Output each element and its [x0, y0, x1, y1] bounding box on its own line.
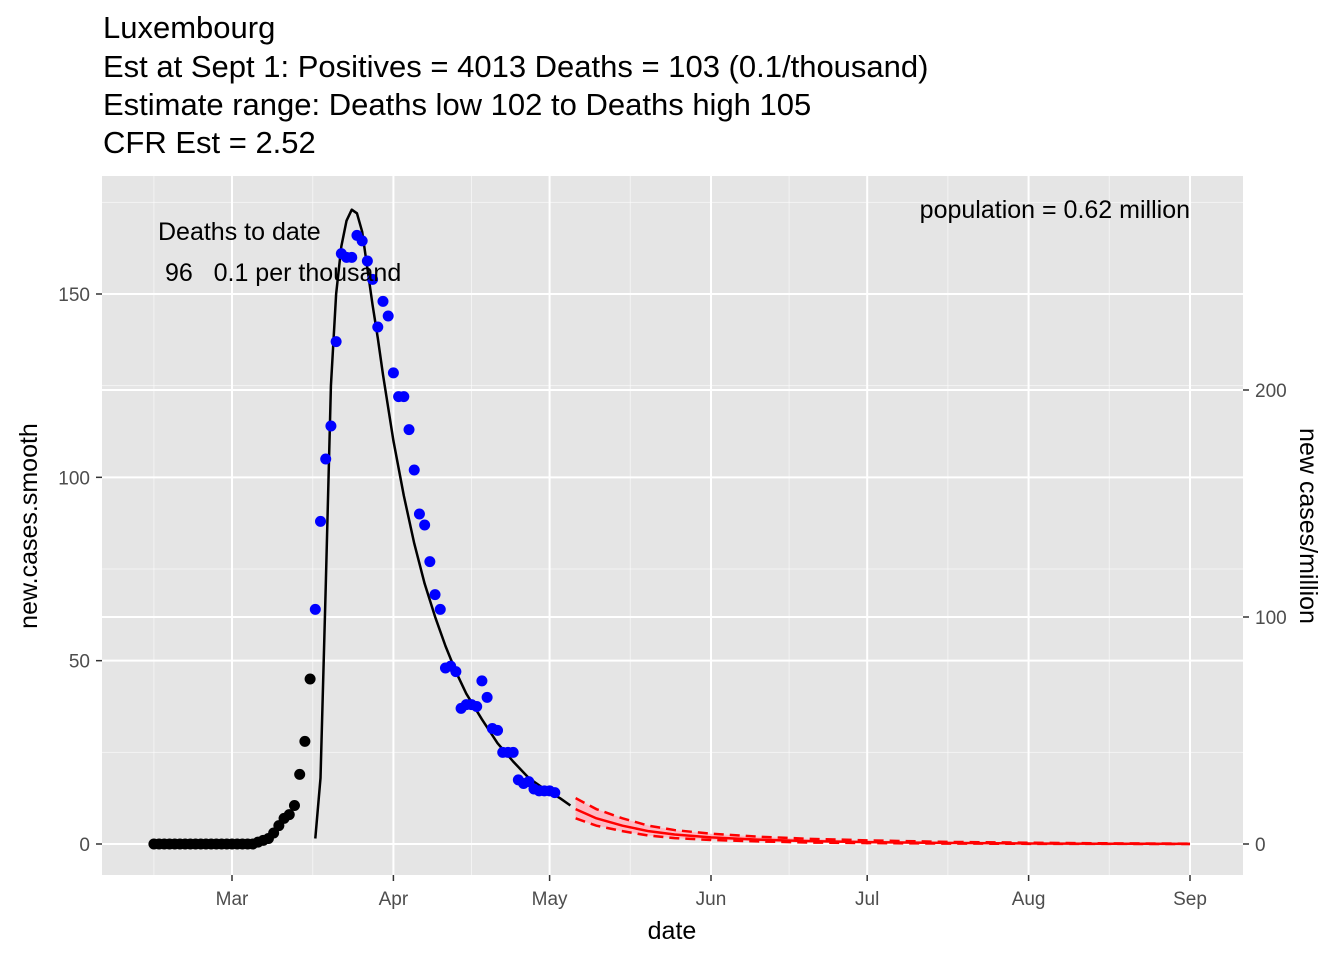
data-point — [429, 589, 441, 601]
data-point — [382, 310, 394, 322]
data-point — [492, 724, 504, 736]
data-point — [471, 701, 483, 712]
deaths-to-date-label: Deaths to date — [158, 218, 321, 246]
y-tick-label: 150 — [58, 285, 90, 306]
x-tick-label: Aug — [1012, 889, 1046, 910]
x-axis: Mar Apr May Jun Jul Aug Sep — [216, 875, 1207, 910]
data-point — [424, 556, 436, 568]
x-axis-title: date — [648, 917, 697, 945]
data-point — [377, 295, 389, 307]
title-line-1: Luxembourg — [103, 10, 275, 45]
data-point — [413, 508, 425, 520]
data-point — [434, 603, 446, 615]
x-tick-label: Mar — [216, 889, 249, 910]
data-point — [315, 515, 327, 527]
data-point — [304, 673, 316, 685]
data-point — [476, 675, 488, 687]
data-point — [346, 251, 358, 263]
title-line-3: Estimate range: Deaths low 102 to Deaths… — [103, 87, 811, 122]
y-tick-label: 100 — [58, 468, 90, 489]
data-point — [309, 603, 321, 615]
forecast-upper-line — [575, 797, 1191, 845]
title-line-4: CFR Est = 2.52 — [103, 125, 316, 160]
data-point — [294, 768, 306, 780]
data-point — [330, 336, 342, 348]
y-axis-title: new.cases.smooth — [15, 423, 43, 629]
forecast-line — [575, 808, 1191, 846]
x-tick-label: Apr — [379, 889, 409, 910]
y-tick-label: 0 — [79, 835, 90, 856]
data-point — [387, 367, 399, 379]
left-y-axis: 0 50 100 150 — [58, 285, 102, 856]
data-point — [398, 391, 410, 403]
data-point — [325, 420, 337, 432]
data-point — [320, 453, 332, 465]
data-point — [403, 424, 415, 436]
title-line-2: Est at Sept 1: Positives = 4013 Deaths =… — [103, 49, 928, 84]
data-point — [299, 735, 311, 747]
y-axis-right-title: new cases/million — [1294, 428, 1322, 624]
deaths-to-date-value: 96 0.1 per thousand — [158, 259, 401, 287]
y-right-tick-label: 0 — [1255, 835, 1266, 856]
y-right-tick-label: 100 — [1255, 608, 1287, 629]
population-label: population = 0.62 million — [920, 196, 1190, 224]
data-point — [549, 787, 561, 799]
data-point — [361, 255, 373, 267]
data-point — [288, 800, 300, 811]
y-right-tick-label: 200 — [1255, 381, 1287, 402]
data-point — [450, 666, 462, 678]
right-y-axis: 0 100 200 — [1243, 381, 1287, 856]
plot-panel — [102, 176, 1243, 875]
data-point — [419, 519, 431, 531]
data-point — [481, 691, 493, 703]
data-point — [283, 809, 295, 821]
x-tick-label: May — [532, 889, 568, 910]
x-tick-label: Jul — [855, 889, 879, 910]
data-point — [367, 273, 379, 285]
data-point — [408, 464, 420, 476]
data-point — [356, 235, 368, 247]
points-layer — [148, 229, 561, 850]
chart-title: Luxembourg Est at Sept 1: Positives = 40… — [103, 10, 928, 160]
y-tick-label: 50 — [69, 652, 90, 673]
data-point — [507, 746, 519, 758]
x-tick-label: Sep — [1173, 889, 1207, 910]
x-tick-label: Jun — [696, 889, 727, 910]
data-point — [372, 321, 384, 333]
